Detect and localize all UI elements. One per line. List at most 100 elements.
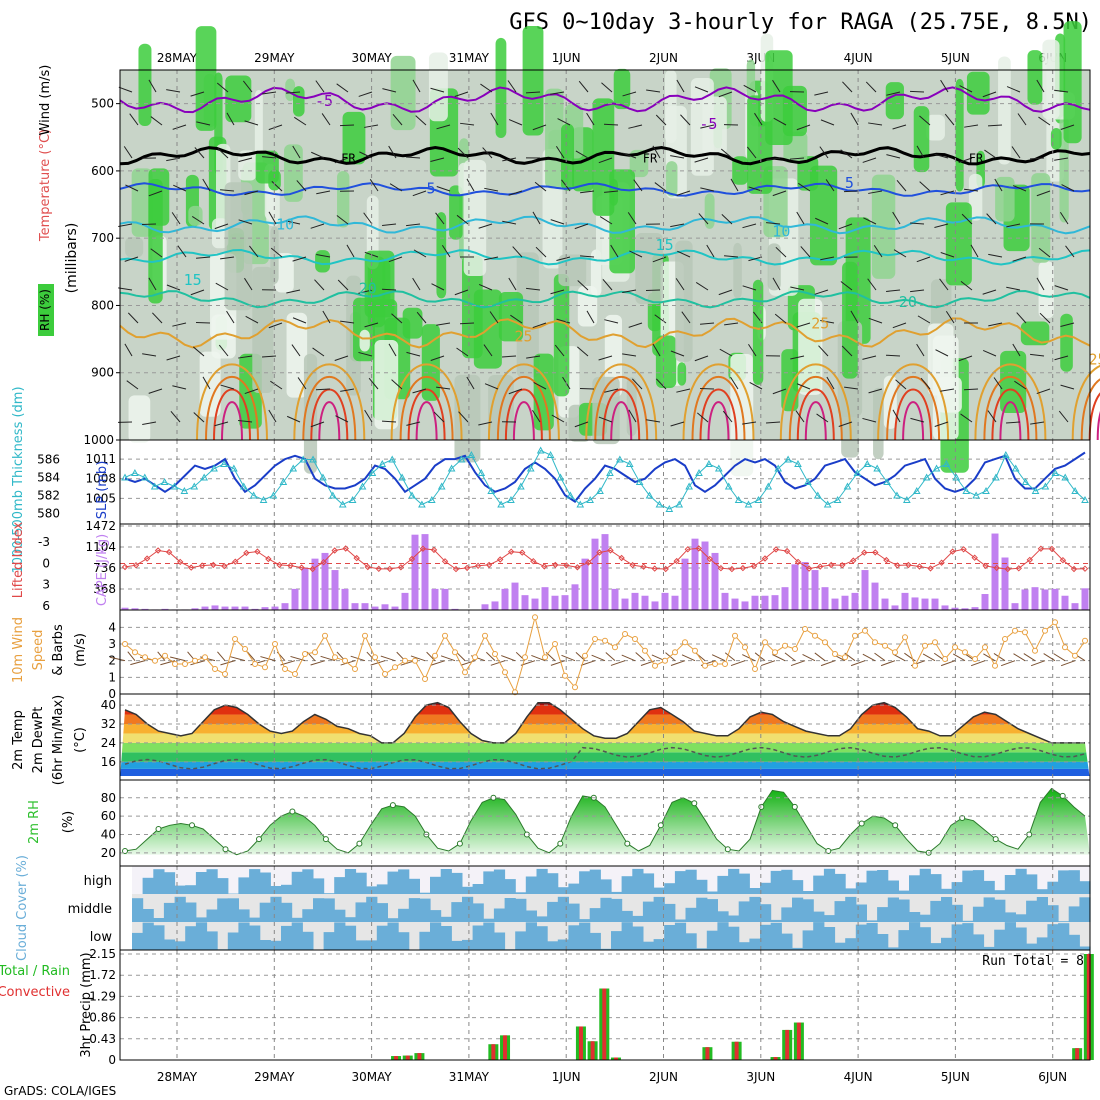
wind-barb — [321, 113, 331, 126]
cape-bar — [911, 597, 919, 610]
li-point — [938, 559, 945, 566]
thickness-point — [1051, 468, 1060, 476]
cloud-cell — [270, 886, 282, 894]
thickness-point — [289, 464, 298, 472]
li-point — [850, 557, 857, 564]
wind-speed-point — [502, 669, 508, 676]
wind-barb — [406, 223, 421, 227]
rh-cell — [885, 82, 904, 120]
temp-tick-label: 24 — [101, 736, 116, 750]
cloud-cell — [153, 918, 165, 922]
cape-bar — [701, 541, 709, 610]
wind-barb — [507, 80, 517, 93]
isotherm-warm-loop — [496, 376, 551, 441]
cloud-cell — [525, 922, 537, 950]
cloud-cell — [430, 910, 442, 922]
wind-barb — [895, 379, 907, 390]
wind-barb — [718, 289, 733, 296]
precip-convective-bar — [491, 1044, 496, 1060]
cloud-cell — [238, 922, 250, 950]
thickness-point — [873, 464, 882, 472]
wind-barb — [934, 223, 949, 228]
wind-barb — [310, 421, 325, 428]
wind-speed-point — [882, 642, 888, 649]
wind-barb — [459, 322, 475, 325]
cloud-cell — [163, 902, 176, 922]
y-tick-label-pressure: 600 — [91, 164, 114, 178]
cape-bar — [691, 538, 699, 610]
thickness-point — [625, 459, 634, 467]
cloud-cell — [132, 898, 144, 922]
wind-barb — [124, 343, 133, 357]
thickness-point — [427, 495, 436, 503]
cloud-cell — [430, 876, 442, 894]
wind-barb — [964, 188, 979, 192]
wind-speed-point — [632, 636, 638, 642]
wind-barb — [340, 320, 355, 324]
cloud-cell — [1047, 881, 1059, 894]
rh-cell — [1031, 173, 1051, 263]
cloud-cell — [1079, 881, 1091, 894]
isotherm-warm-loop — [877, 363, 950, 441]
wind-barb — [415, 115, 427, 126]
li-point — [596, 549, 603, 556]
wind-barb — [868, 122, 883, 126]
wind-barb — [436, 322, 451, 326]
wind-barb — [193, 346, 205, 357]
precip-convective-bar — [773, 1057, 778, 1060]
rh-cell — [284, 144, 303, 202]
rh-cell — [286, 312, 308, 398]
cape-bar — [981, 594, 989, 610]
wind-barb — [382, 88, 397, 93]
wind-barb — [268, 211, 277, 225]
wind-barb — [886, 91, 901, 96]
wind-barb — [628, 124, 643, 129]
wind-barb — [886, 154, 901, 159]
wind-speed-point — [402, 657, 408, 664]
wind-barb-10m — [820, 660, 836, 667]
wind-barb — [1016, 312, 1027, 324]
cloud-cell — [472, 884, 484, 894]
wind-barb — [532, 322, 547, 329]
temp-tick-label: 40 — [101, 698, 116, 712]
wind-speed-point — [1042, 627, 1048, 634]
cloud-cell — [557, 939, 569, 950]
precip-convective-bar — [578, 1026, 583, 1060]
rh-cell — [421, 324, 440, 401]
wind-barb-10m — [802, 653, 816, 662]
wind-barb — [988, 253, 1003, 258]
wind-barb-10m — [310, 660, 326, 666]
precip-convective-bar — [417, 1053, 422, 1060]
wind-speed-point — [152, 657, 158, 664]
temp2m-axis-label-4: (°C) — [73, 727, 88, 753]
cloud-cell — [451, 872, 463, 894]
li-point — [883, 556, 890, 564]
isotherm-warm-loop — [902, 401, 925, 441]
li-point — [132, 561, 140, 569]
cloud-cell — [674, 871, 687, 894]
wind-barb — [722, 410, 733, 423]
rh-axis-label: RH (%) — [38, 289, 52, 331]
wind-barb — [173, 184, 187, 192]
wind-barb — [554, 344, 565, 357]
rh-cell — [968, 173, 983, 221]
li-series-line — [124, 547, 1086, 570]
cape-bar — [561, 595, 569, 610]
cloud-cell — [653, 939, 665, 950]
cape-bar — [451, 608, 459, 610]
isotherm-warm-loop — [804, 401, 827, 441]
wind-barb — [1006, 86, 1021, 93]
cloud-cell — [962, 920, 974, 922]
thickness-point — [823, 500, 832, 508]
thickness-point — [230, 464, 238, 472]
li-tick-label: 0 — [42, 556, 50, 570]
thickness-point — [497, 500, 505, 508]
cloud-cell — [344, 917, 357, 922]
rh2m-point — [389, 802, 396, 809]
cloud-cell — [728, 868, 740, 894]
wind-barb — [1030, 421, 1045, 425]
cloud-cell — [547, 873, 559, 894]
cloud-cell — [855, 924, 867, 950]
wind-barb — [577, 346, 589, 357]
wind-barb — [336, 83, 349, 93]
